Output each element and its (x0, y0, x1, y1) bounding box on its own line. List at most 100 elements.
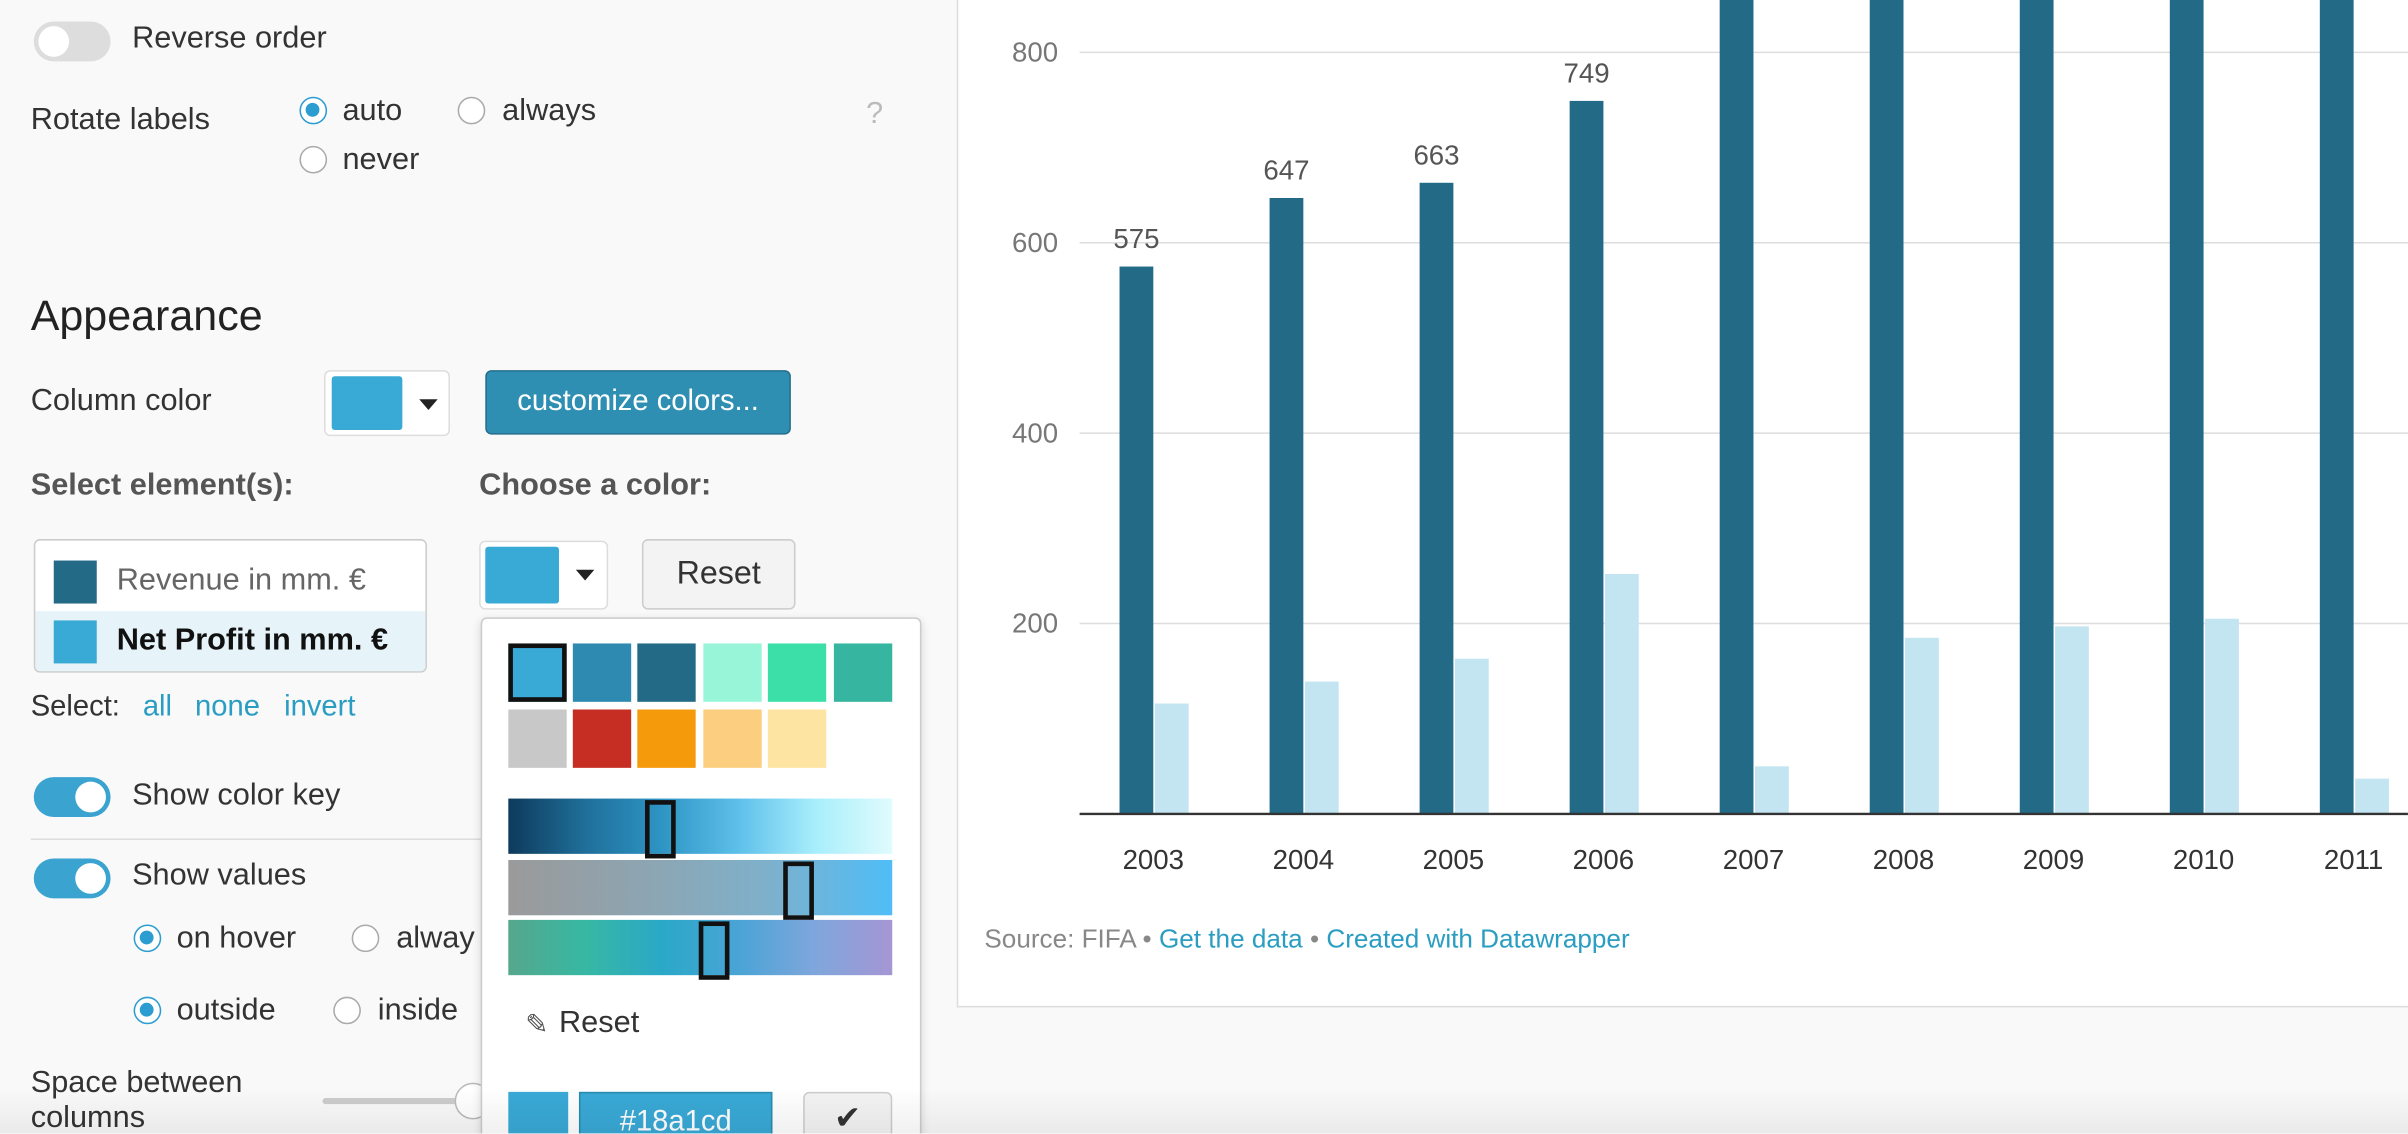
radio[interactable] (133, 996, 162, 1025)
separator: • (1142, 924, 1152, 954)
color-dropdown[interactable] (479, 540, 609, 610)
bar (2055, 626, 2089, 814)
button[interactable]: Reset (641, 539, 796, 610)
swatch[interactable] (767, 709, 827, 768)
swatch[interactable] (703, 709, 762, 768)
swatch[interactable] (703, 643, 762, 702)
bar (1269, 198, 1304, 814)
swatch[interactable] (572, 643, 632, 702)
button[interactable]: customize colors... (485, 370, 791, 435)
chart-panel (956, 0, 2408, 1008)
label: Column color (30, 383, 212, 418)
label: outside (176, 993, 276, 1028)
bar (1454, 658, 1489, 814)
bar (1304, 681, 1339, 814)
bar (1719, 0, 1754, 814)
toggle[interactable] (33, 777, 111, 817)
button[interactable]: Reset (558, 1005, 640, 1040)
value-label: 575 (1113, 223, 1159, 254)
link[interactable]: all (142, 691, 173, 724)
bar (1905, 637, 1939, 814)
label: Select element(s): (30, 468, 294, 503)
link[interactable]: Get the data (1158, 924, 1303, 954)
value-label: 749 (1563, 57, 1609, 88)
x-tick-label: 2011 (2324, 844, 2383, 875)
label: always (502, 93, 597, 128)
swatch[interactable] (637, 643, 696, 702)
label: Choose a color: (479, 468, 712, 503)
hex-input[interactable]: #18a1cd (578, 1091, 773, 1134)
x-tick-label: 2005 (1423, 844, 1484, 875)
bar (2205, 618, 2239, 814)
x-tick-label: 2004 (1273, 844, 1334, 875)
swatch[interactable] (572, 709, 632, 768)
radio[interactable] (351, 924, 380, 953)
swatch (508, 1091, 569, 1134)
swatch[interactable] (637, 709, 696, 768)
x-tick-label: 2006 (1573, 844, 1634, 875)
color-picker: ✎ Reset #18a1cd ✔ (480, 617, 922, 1134)
bar (1419, 182, 1454, 814)
toggle[interactable] (33, 858, 111, 899)
bar (1154, 703, 1189, 814)
y-tick-label: 200 (1012, 608, 1058, 639)
footer: Source: FIFA • Get the data • Created wi… (984, 924, 1629, 955)
label: Select: (30, 691, 120, 724)
radio[interactable] (333, 996, 361, 1025)
gradient-marker[interactable] (783, 861, 814, 920)
x-tick-label: 2009 (2023, 844, 2084, 875)
x-tick-label: 2008 (1873, 844, 1934, 875)
swatch[interactable] (767, 643, 827, 702)
y-tick-label: 800 (1012, 37, 1058, 68)
label: Show color key (132, 778, 341, 813)
heading: Appearance (30, 291, 263, 340)
label: alway (396, 921, 475, 956)
swatch[interactable] (508, 643, 567, 702)
y-tick-label: 400 (1012, 417, 1058, 448)
label: Reverse order (132, 21, 327, 56)
bar (2319, 0, 2354, 814)
help[interactable]: ? (866, 96, 884, 131)
divider (30, 838, 484, 841)
chart: 200 400 600 800 2003 575 2004 647 2005 663 2006 749… (1012, 0, 2408, 875)
swatch[interactable] (508, 709, 567, 768)
bar (1119, 266, 1154, 814)
x-tick-label: 2010 (2173, 844, 2234, 875)
link[interactable]: invert (284, 691, 356, 724)
button[interactable]: ✔ (803, 1091, 893, 1134)
label: Show values (132, 858, 307, 893)
swatch[interactable] (833, 643, 893, 702)
gradient[interactable] (508, 859, 893, 916)
radio[interactable] (133, 924, 162, 953)
reset-icon: ✎ (525, 1008, 549, 1040)
label: auto (342, 93, 403, 128)
gradient-marker[interactable] (644, 800, 676, 859)
y-tick-label: 600 (1012, 227, 1058, 258)
label: Space between columns (30, 1065, 243, 1134)
value-label: 647 (1263, 155, 1309, 186)
gradient[interactable] (508, 798, 893, 854)
slider[interactable] (322, 1098, 477, 1105)
x-tick-label: 2007 (1723, 844, 1784, 875)
radio[interactable] (457, 96, 486, 125)
link[interactable]: none (195, 691, 260, 724)
radio[interactable] (299, 96, 328, 125)
link[interactable]: Created with Datawrapper (1326, 924, 1630, 954)
bar (2355, 778, 2389, 814)
toggle[interactable] (33, 21, 111, 62)
value-label: 663 (1413, 139, 1459, 170)
gradient-marker[interactable] (698, 921, 730, 980)
shadow (0, 1087, 2408, 1134)
bar (2169, 0, 2204, 814)
radio[interactable] (299, 145, 328, 174)
element-list: Revenue in mm. € Net Profit in mm. € (33, 539, 427, 673)
bar (1754, 766, 1789, 814)
list-item[interactable]: Revenue in mm. € (116, 563, 366, 598)
bar (1569, 100, 1604, 814)
color-dropdown[interactable] (324, 370, 450, 437)
x-tick-label: 2003 (1123, 844, 1184, 875)
list-item[interactable]: Net Profit in mm. € (116, 623, 389, 658)
label: Rotate labels (30, 102, 211, 137)
label: on hover (176, 921, 297, 956)
